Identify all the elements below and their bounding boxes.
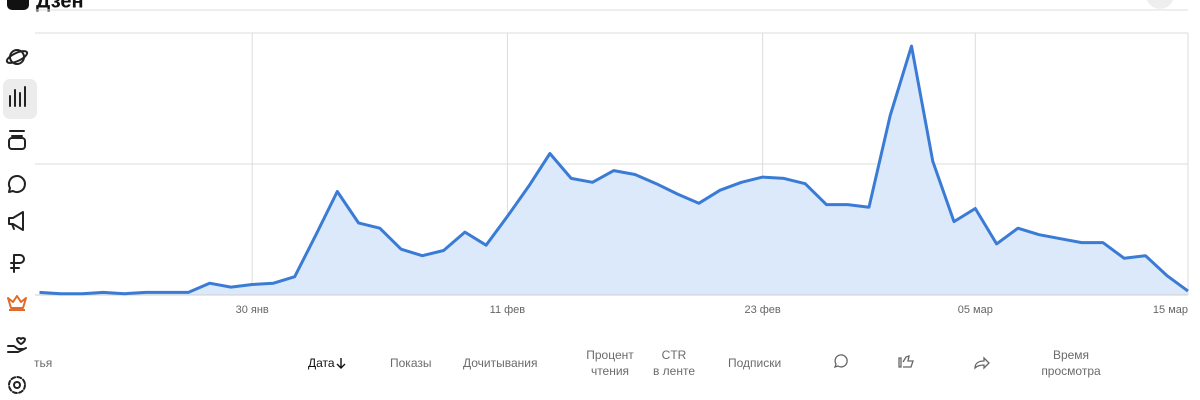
nav-stats[interactable]: [9, 86, 26, 107]
col-time[interactable]: Время просмотра: [1041, 348, 1101, 378]
nav-promo[interactable]: [8, 211, 24, 231]
nav-comments[interactable]: [7, 175, 26, 194]
col-ctr[interactable]: CTR в ленте: [653, 348, 695, 378]
area-fill: [39, 46, 1188, 295]
col-subs[interactable]: Подписки: [728, 356, 781, 370]
col-reads[interactable]: Дочитывания: [463, 356, 538, 370]
col-article: тья: [34, 356, 52, 370]
col-likes-icon[interactable]: [898, 355, 914, 368]
sidebar: [3, 49, 37, 394]
nav-settings[interactable]: [8, 376, 26, 394]
col-views[interactable]: Показы: [390, 356, 431, 370]
col-shares-icon[interactable]: [974, 356, 990, 370]
table-header: тья Дата Показы Дочитывания Процент чтени…: [34, 348, 1101, 378]
col-read-rate[interactable]: Процент чтения: [586, 348, 634, 378]
x-tick-label: 15 мар: [1153, 304, 1188, 316]
sort-arrow: [336, 358, 346, 369]
nav-support[interactable]: [7, 337, 27, 353]
x-tick-label: 11 фев: [490, 304, 526, 316]
x-tick-label: 05 мар: [958, 304, 993, 316]
col-comments-icon[interactable]: [833, 354, 848, 369]
area-line: [39, 44, 1189, 296]
logo-text: Дзен: [36, 0, 84, 12]
x-tick-label: 30 янв: [236, 304, 269, 316]
col-date[interactable]: Дата: [308, 356, 335, 370]
nav-feed[interactable]: [8, 130, 26, 150]
avatar[interactable]: [1146, 0, 1174, 9]
nav-premium[interactable]: [7, 295, 27, 311]
x-tick-label: 23 фев: [744, 304, 780, 316]
nav-money[interactable]: [10, 254, 25, 273]
nav-planet[interactable]: [5, 49, 29, 66]
plot: 30 янв 11 фев 23 фев 05 мар 15 мар: [35, 32, 1189, 316]
logo-mark: [7, 0, 29, 10]
